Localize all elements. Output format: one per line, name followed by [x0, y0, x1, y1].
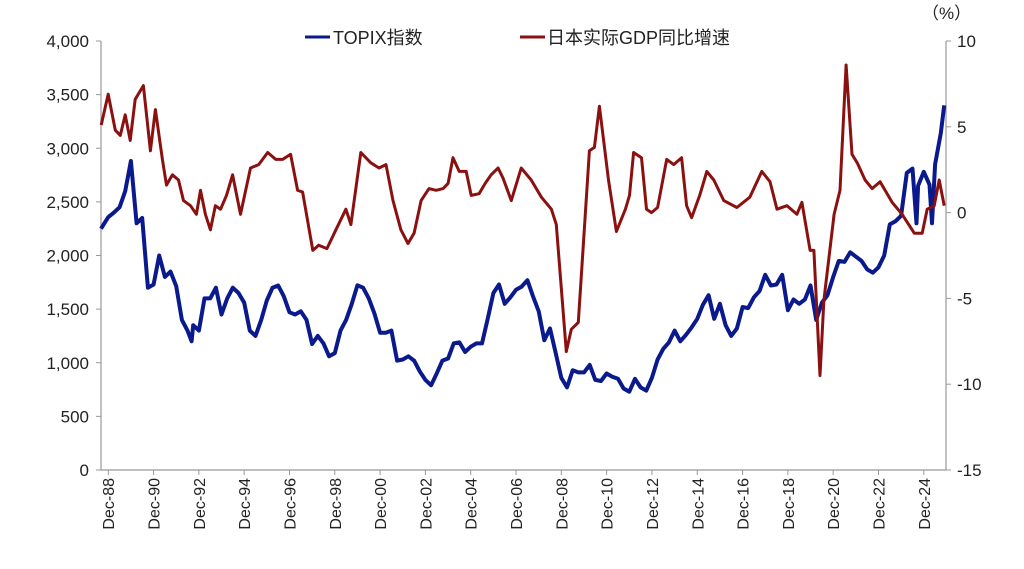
- legend: TOPIX指数 日本实际GDP同比增速: [305, 28, 730, 48]
- left-tick-label: 500: [61, 407, 89, 426]
- left-tick-label: 1,500: [46, 300, 89, 319]
- topix-line: [99, 105, 947, 394]
- x-tick-label: Dec-24: [917, 478, 934, 530]
- x-tick-label: Dec-88: [101, 478, 118, 530]
- gdp-growth-line: [99, 63, 946, 378]
- x-tick-label: Dec-18: [781, 478, 798, 530]
- right-tick-label: 5: [957, 118, 966, 137]
- series-lines: [99, 63, 947, 394]
- x-tick-label: Dec-04: [464, 478, 481, 530]
- right-tick-label: -10: [957, 375, 982, 394]
- x-tick-label: Dec-92: [192, 478, 209, 530]
- x-tick-label: Dec-98: [328, 478, 345, 530]
- left-tick-label: 2,000: [46, 247, 89, 266]
- x-tick-label: Dec-14: [690, 478, 707, 530]
- x-tick-label: Dec-02: [418, 478, 435, 530]
- x-tick-label: Dec-22: [871, 478, 888, 530]
- right-tick-label: -5: [957, 289, 972, 308]
- legend-label-gdp: 日本实际GDP同比增速: [547, 28, 730, 48]
- legend-label-topix: TOPIX指数: [333, 28, 423, 48]
- right-tick-label: 0: [957, 204, 966, 223]
- x-tick-label: Dec-94: [237, 478, 254, 530]
- x-tick-label: Dec-08: [554, 478, 571, 530]
- right-axis-unit: （%）: [922, 4, 971, 23]
- x-tick-label: Dec-16: [736, 478, 753, 530]
- left-tick-label: 4,000: [46, 32, 89, 51]
- x-tick-label: Dec-06: [509, 478, 526, 530]
- x-tick-label: Dec-10: [600, 478, 617, 530]
- left-tick-label: 3,500: [46, 86, 89, 105]
- x-tick-label: Dec-90: [147, 478, 164, 530]
- left-tick-label: 2,500: [46, 193, 89, 212]
- x-tick-label: Dec-96: [282, 478, 299, 530]
- right-tick-label: -15: [957, 461, 982, 480]
- axes: 0 500 1,000 1,500 2,000 2,500 3,000 3,500 4,000 -…: [46, 32, 981, 530]
- left-tick-label: 1,000: [46, 354, 89, 373]
- left-tick-label: 3,000: [46, 139, 89, 158]
- left-tick-label: 0: [80, 461, 89, 480]
- x-tick-label: Dec-00: [373, 478, 390, 530]
- x-tick-label: Dec-12: [645, 478, 662, 530]
- x-tick-label: Dec-20: [826, 478, 843, 530]
- right-tick-label: 10: [957, 32, 976, 51]
